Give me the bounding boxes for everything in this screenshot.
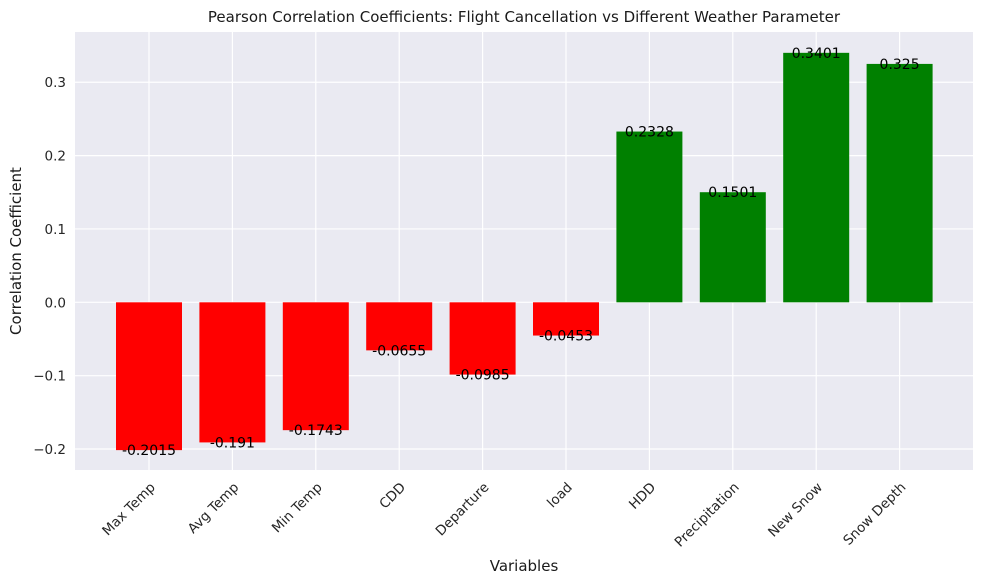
x-tick-labels: Max Temp Avg Temp Min Temp CDD Departure load… (99, 480, 909, 551)
y-tick-label: 0.1 (45, 222, 66, 238)
x-tick-label: Avg Temp (185, 480, 242, 537)
x-tick-label: Precipitation (672, 480, 743, 551)
bar-departure (449, 302, 516, 375)
x-tick-label: New Snow (765, 480, 826, 541)
bar-snow-depth (866, 63, 933, 303)
bar-load (533, 302, 599, 336)
chart-title: Pearson Correlation Coefficients: Flight… (208, 8, 841, 26)
data-label: 0.1501 (708, 185, 757, 201)
bar-precipitation (699, 192, 766, 303)
data-label: 0.325 (880, 57, 920, 73)
y-tick-label: 0.0 (45, 295, 66, 311)
x-tick-label: load (544, 480, 576, 512)
y-tick-labels: −0.2 −0.1 0.0 0.1 0.2 0.3 (33, 75, 66, 458)
x-tick-label: Departure (433, 480, 493, 540)
bar-max-temp (116, 302, 182, 451)
x-tick-label: Max Temp (99, 480, 159, 540)
y-tick-label: −0.2 (33, 442, 66, 458)
y-axis-label: Correlation Coefficient (7, 167, 25, 335)
data-label: -0.191 (210, 435, 255, 451)
x-tick-label: CDD (376, 480, 409, 513)
x-tick-label: Min Temp (269, 480, 326, 537)
bar-min-temp (282, 302, 349, 431)
data-label: 0.2328 (625, 125, 674, 141)
bar-hdd (616, 131, 683, 303)
bar-new-snow (783, 52, 850, 303)
data-label: -0.0985 (456, 368, 510, 384)
x-axis-label: Variables (490, 557, 559, 575)
data-label: -0.2015 (122, 443, 176, 459)
data-label: -0.0655 (372, 343, 426, 359)
bar-cdd (366, 302, 433, 351)
data-label: -0.1743 (289, 423, 343, 439)
bar-avg-temp (199, 302, 266, 443)
x-tick-label: HDD (626, 480, 659, 513)
data-labels: -0.2015 -0.191 -0.1743 -0.0655 -0.0985 -0.045… (122, 46, 920, 459)
bars (116, 52, 933, 451)
data-label: -0.0453 (539, 329, 593, 345)
y-tick-label: 0.3 (45, 75, 66, 91)
data-label: 0.3401 (792, 46, 841, 62)
y-tick-label: 0.2 (45, 149, 66, 165)
y-tick-label: −0.1 (33, 369, 66, 385)
x-tick-label: Snow Depth (840, 480, 909, 549)
